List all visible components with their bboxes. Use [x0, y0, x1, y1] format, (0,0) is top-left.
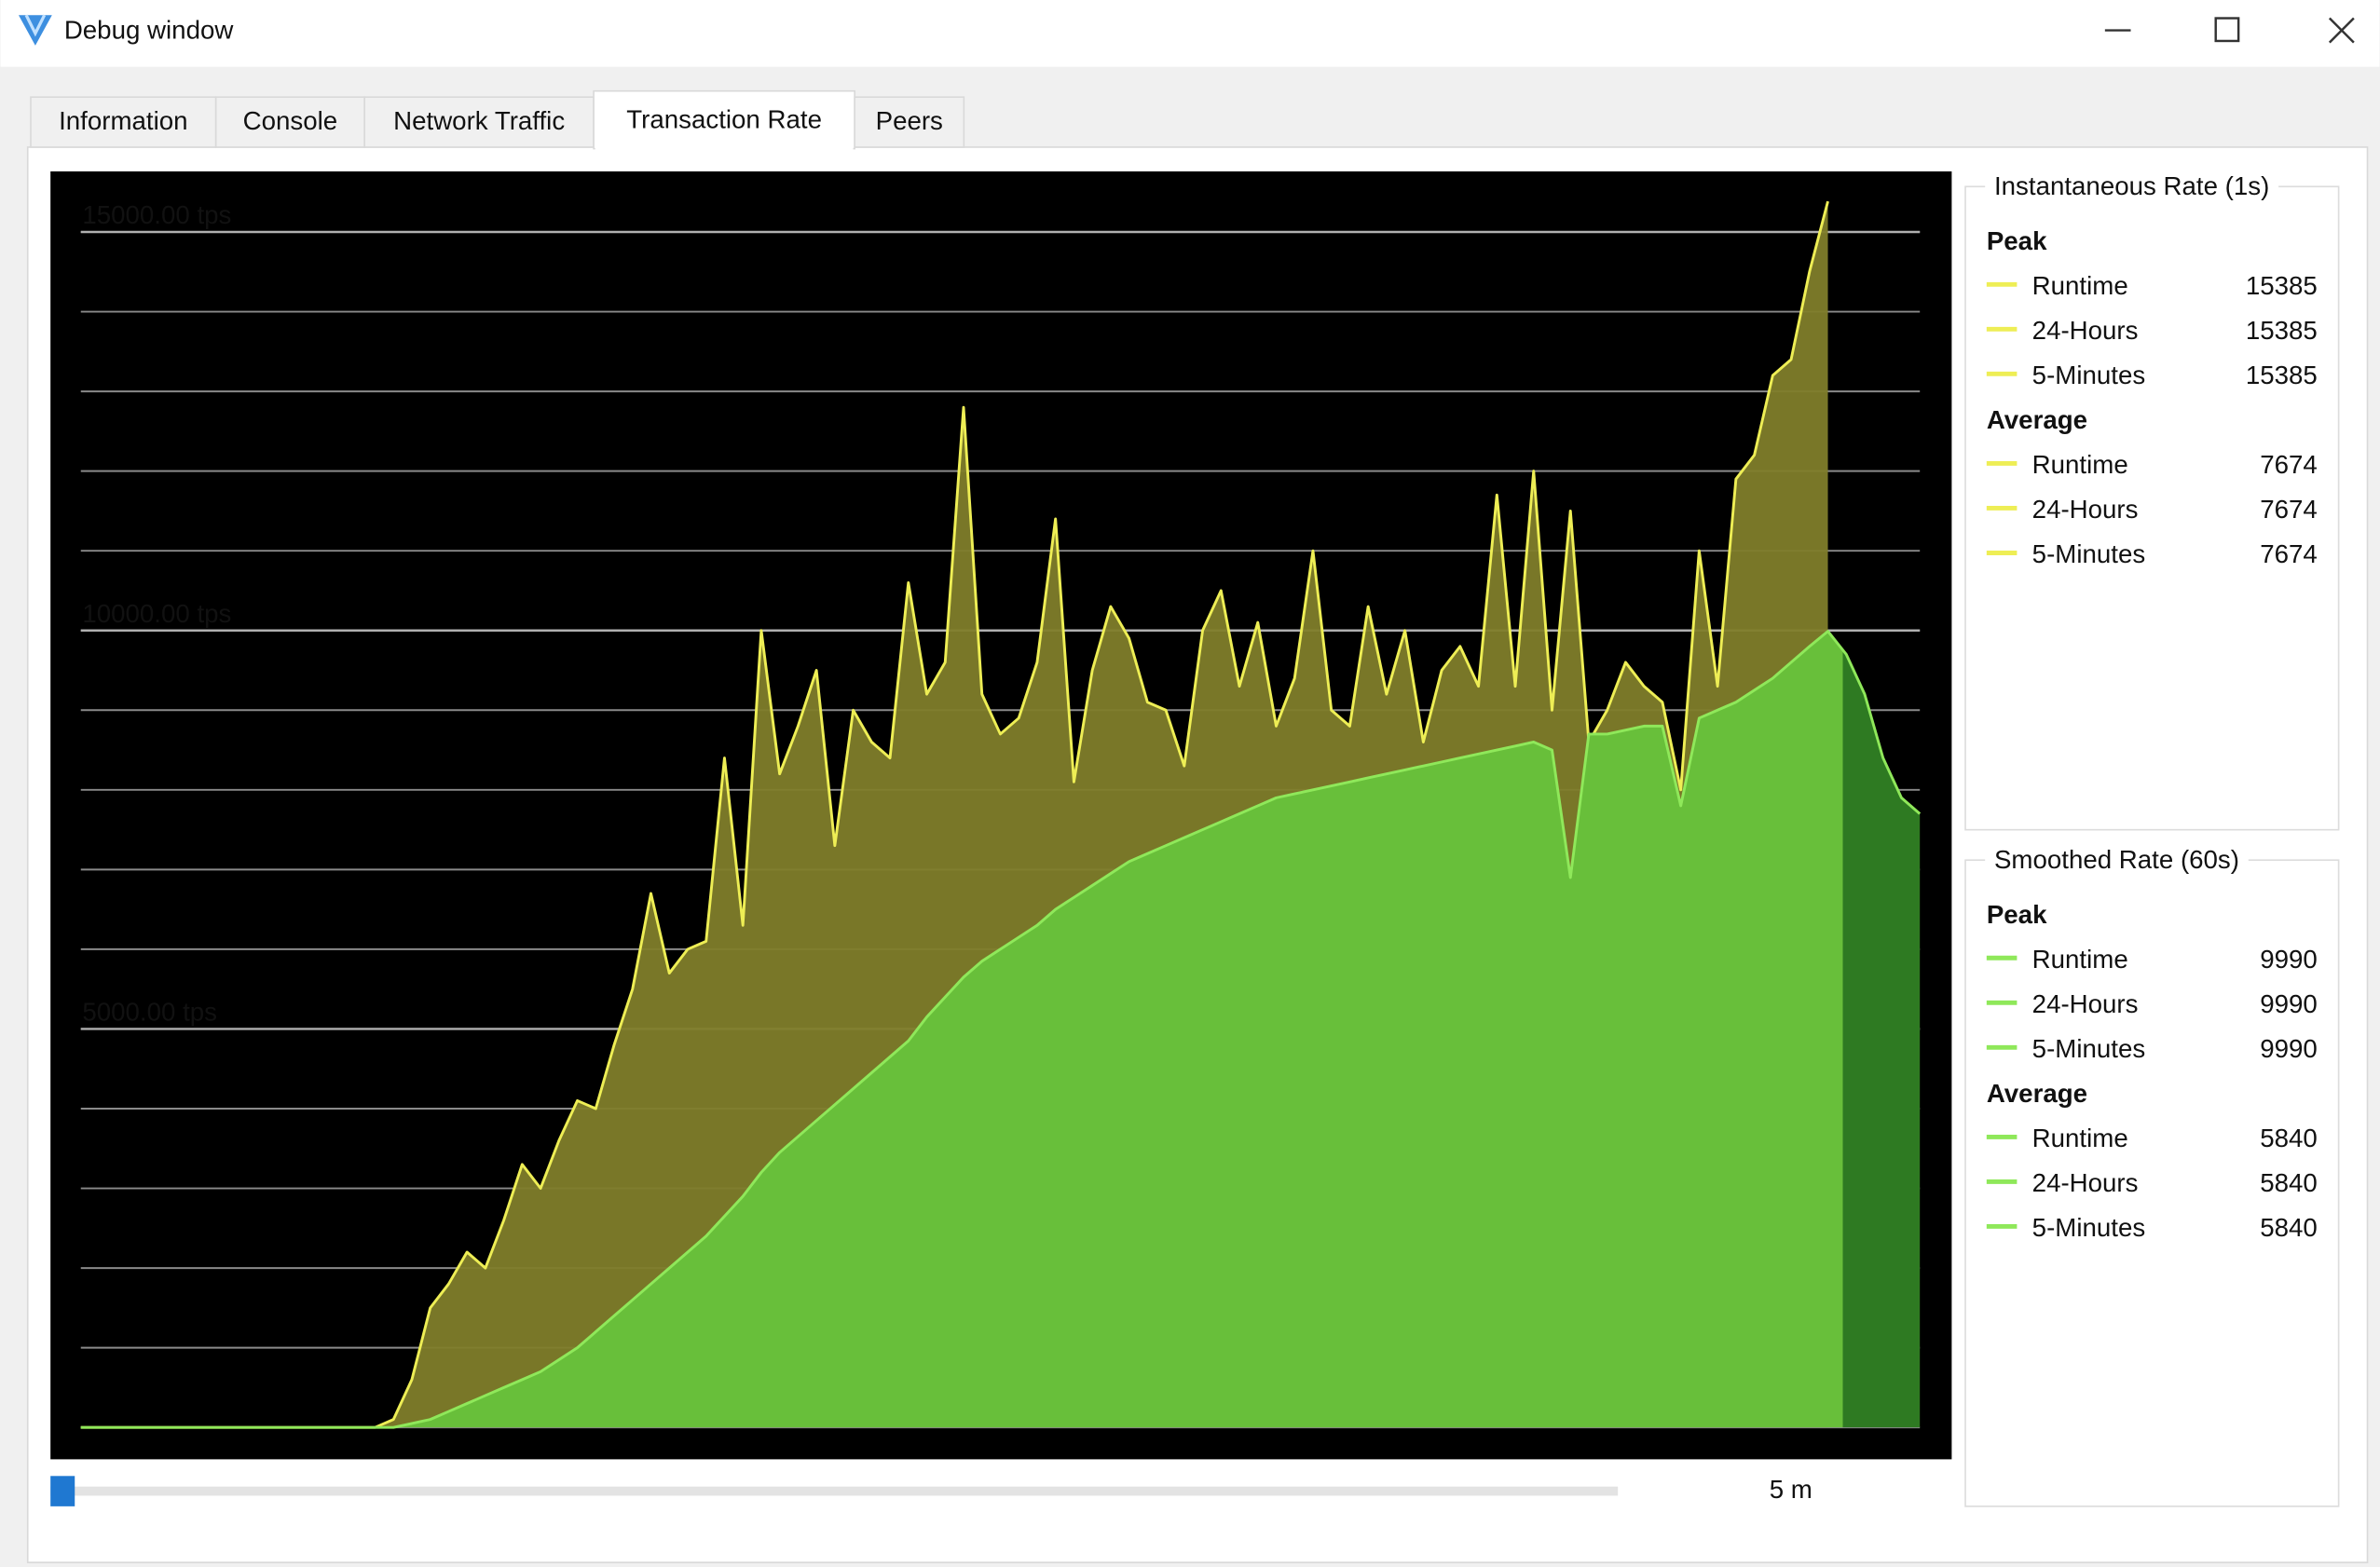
stats-value: 15385 — [2246, 271, 2318, 300]
stats-value: 15385 — [2246, 316, 2318, 345]
slider-track[interactable] — [50, 1486, 1619, 1496]
stats-group-box — [1964, 185, 2340, 831]
stats-label: 24-Hours — [2032, 495, 2139, 524]
tab[interactable] — [593, 89, 855, 150]
tab-label: Transaction Rate — [626, 105, 822, 134]
active-tab-join — [595, 145, 854, 151]
series-line — [80, 630, 1922, 1429]
stats-label: Runtime — [2032, 271, 2128, 300]
maximize-button[interactable] — [2214, 17, 2240, 43]
stats-title-background — [1985, 170, 2279, 202]
stats-label: Runtime — [2032, 945, 2128, 974]
stats-value: 9990 — [2260, 1034, 2318, 1063]
stats-value: 5840 — [2260, 1168, 2318, 1197]
slider-label: 5 m — [1770, 1475, 1812, 1504]
stats-label: 24-Hours — [2032, 989, 2139, 1018]
y-tick-label: 10000.00 tps — [82, 599, 231, 628]
plot: 5000.00 tps 10000.00 tps 15000.00 tps — [80, 200, 1922, 1429]
tab[interactable] — [363, 96, 595, 148]
stats-group-title: Instantaneous Rate (1s) — [1994, 171, 2269, 200]
stats-heading: Average — [1987, 405, 2087, 434]
stats-panels: Instantaneous Rate (1s) Peak Runtime 15385 2… — [1964, 170, 2340, 1507]
tab-label: Network Traffic — [393, 106, 565, 135]
stats-label: 24-Hours — [2032, 316, 2139, 345]
stats-heading: Average — [1987, 1079, 2087, 1108]
y-tick-label: 5000.00 tps — [82, 997, 217, 1026]
stats-heading: Peak — [1987, 226, 2047, 255]
stats-label: 5-Minutes — [2032, 1034, 2146, 1063]
stats-label: 5-Minutes — [2032, 361, 2146, 389]
stats-label: Runtime — [2032, 1124, 2128, 1152]
title-bar — [0, 0, 2380, 67]
y-tick-label: 15000.00 tps — [82, 200, 231, 229]
stats-label: Runtime — [2032, 450, 2128, 479]
tab-label: Console — [243, 106, 338, 135]
tab[interactable] — [30, 96, 217, 148]
close-button[interactable] — [2328, 17, 2355, 44]
window-title: Debug window — [64, 16, 235, 45]
stats-value: 7674 — [2260, 495, 2318, 524]
stats-title-background — [1985, 844, 2249, 876]
stats-label: 24-Hours — [2032, 1168, 2139, 1197]
stats-value: 9990 — [2260, 989, 2318, 1018]
stats-group-title: Smoothed Rate (60s) — [1994, 845, 2239, 874]
tab-label: Information — [59, 106, 187, 135]
stats-value: 7674 — [2260, 450, 2318, 479]
stats-label: 5-Minutes — [2032, 539, 2146, 568]
tab-bar: Information Console Network Traffic Transac… — [30, 89, 965, 151]
stats-heading: Peak — [1987, 900, 2047, 929]
stats-value: 5840 — [2260, 1124, 2318, 1152]
tab[interactable] — [854, 96, 965, 148]
stats-group-box — [1964, 859, 2340, 1507]
tab-label: Peers — [876, 106, 943, 135]
stats-value: 15385 — [2246, 361, 2318, 389]
series-area — [80, 631, 1921, 1428]
stats-value: 7674 — [2260, 539, 2318, 568]
stats-value: 9990 — [2260, 945, 2318, 974]
stats-label: 5-Minutes — [2032, 1213, 2146, 1242]
app-icon-detail — [24, 14, 47, 37]
slider-handle[interactable] — [50, 1476, 75, 1506]
stats-value: 5840 — [2260, 1213, 2318, 1242]
